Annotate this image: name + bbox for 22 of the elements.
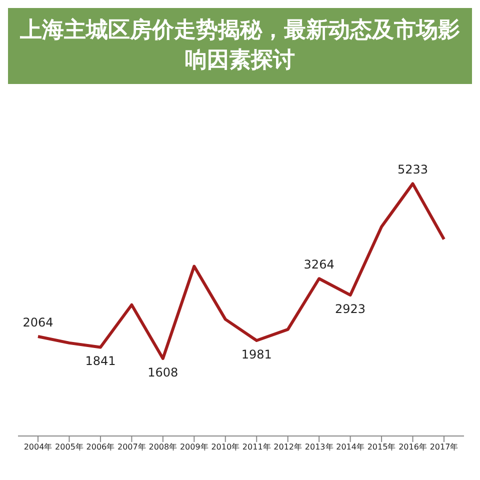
data-label: 1981 [241, 347, 272, 362]
x-tick-label: 2016年 [398, 442, 427, 452]
x-tick-label: 2008年 [148, 442, 178, 452]
data-label: 2064 [22, 315, 54, 330]
x-tick-label: 2004年 [24, 442, 52, 452]
x-tick-label: 2009年 [180, 442, 208, 452]
data-label: 5233 [397, 162, 428, 177]
x-tick-label: 2010年 [211, 442, 240, 452]
x-tick-label: 2013年 [304, 442, 334, 452]
x-tick-label: 2011年 [242, 442, 271, 452]
data-label: 1608 [148, 365, 178, 380]
x-tick-label: 2017年 [430, 442, 458, 452]
data-label: 1841 [85, 354, 116, 368]
x-tick-label: 2012年 [274, 442, 302, 452]
x-tick-label: 2007年 [118, 442, 146, 452]
x-tick-label: 2014年 [336, 442, 364, 452]
x-tick-label: 2006年 [86, 442, 115, 452]
data-label: 3264 [304, 258, 334, 272]
x-tick-label: 2005年 [55, 442, 84, 452]
x-tick-label: 2015年 [367, 442, 396, 452]
data-label: 2923 [335, 302, 366, 316]
chart-title: 上海主城区房价走势揭秘，最新动态及市场影响因素探讨 [8, 8, 472, 84]
